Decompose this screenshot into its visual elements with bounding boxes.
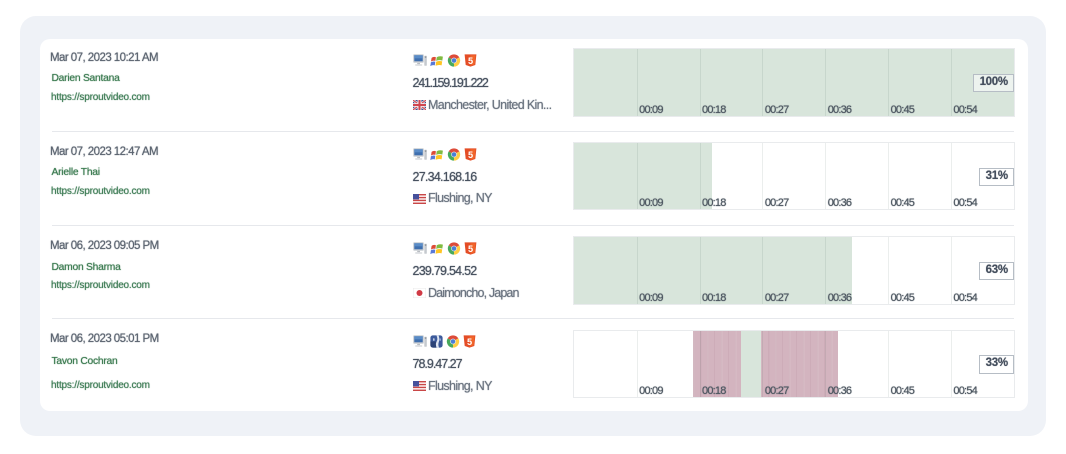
svg-text:5: 5 (468, 150, 473, 160)
svg-text:5: 5 (467, 338, 472, 348)
svg-text:5: 5 (468, 244, 473, 254)
svg-text:5: 5 (468, 56, 473, 66)
